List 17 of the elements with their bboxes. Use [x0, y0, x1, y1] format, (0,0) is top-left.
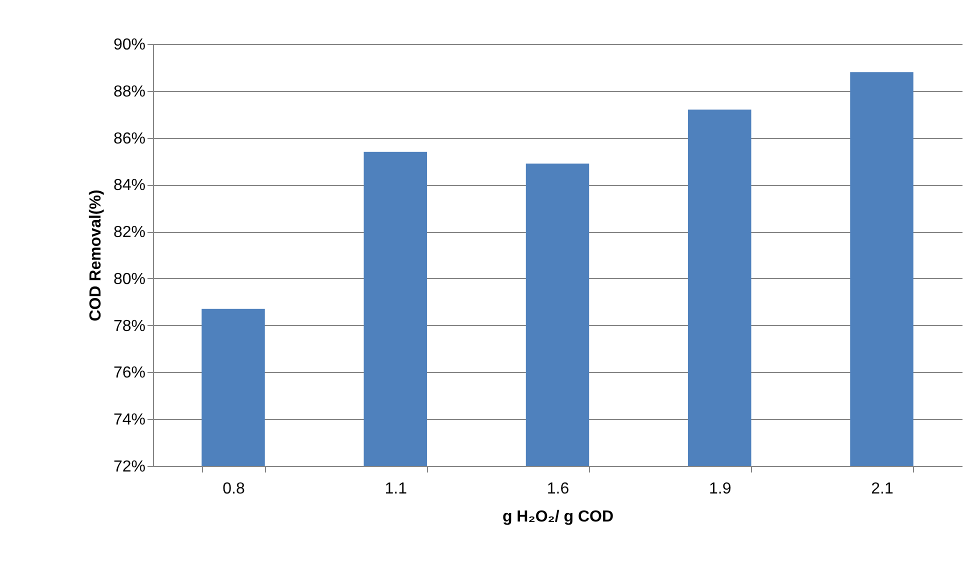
x-tick-label: 1.1 — [384, 480, 408, 498]
x-tick-label: 1.6 — [546, 480, 570, 498]
y-tick-label: 88% — [113, 83, 146, 100]
x-tick-label: 2.1 — [871, 480, 894, 498]
y-tick-label: 90% — [113, 36, 146, 54]
y-tick-label: 80% — [113, 270, 146, 288]
x-tick-label: 1.9 — [709, 480, 732, 498]
y-tick-label: 76% — [113, 364, 146, 382]
x-axis-title: g H₂O₂/ g COD — [502, 508, 614, 526]
y-tick-label: 74% — [113, 412, 146, 429]
y-tick-label: 82% — [113, 224, 146, 242]
y-tick-label: 84% — [113, 177, 146, 194]
y-tick-label: 86% — [113, 130, 146, 148]
y-tick-label: 78% — [113, 318, 146, 335]
y-axis-title: COD Removal(%) — [87, 190, 104, 322]
y-tick-label: 72% — [113, 458, 146, 476]
x-tick-label: 0.8 — [222, 480, 245, 498]
